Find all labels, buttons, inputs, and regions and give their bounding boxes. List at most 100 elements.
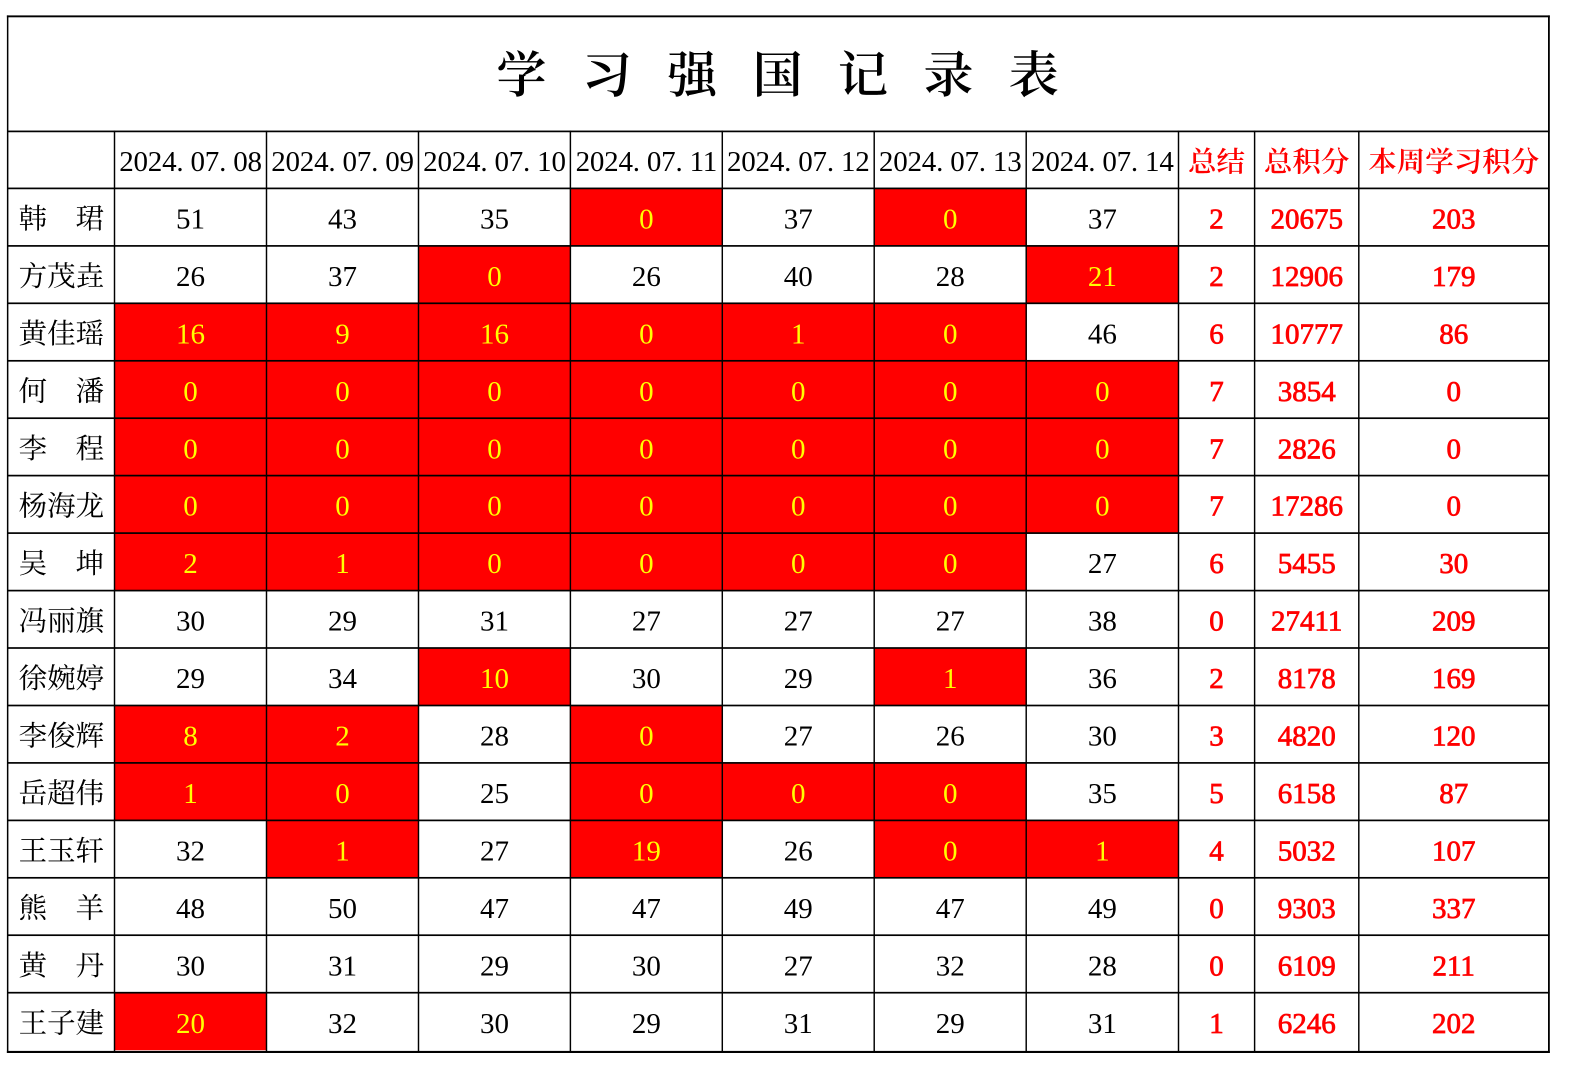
svg-text:6: 6 [1209,548,1224,580]
svg-text:1: 1 [335,836,350,868]
svg-text:2: 2 [1209,204,1224,236]
svg-text:2024. 07. 10: 2024. 07. 10 [423,146,566,178]
svg-text:30: 30 [632,950,661,982]
svg-text:8178: 8178 [1278,663,1336,695]
svg-text:27: 27 [936,606,965,638]
svg-text:0: 0 [639,318,654,350]
svg-text:0: 0 [791,778,806,810]
svg-text:16: 16 [480,318,509,350]
svg-text:3: 3 [1209,721,1224,753]
svg-text:0: 0 [943,433,958,465]
svg-text:0: 0 [335,778,350,810]
svg-text:0: 0 [1209,893,1224,925]
svg-text:6158: 6158 [1278,778,1336,810]
svg-text:2024. 07. 08: 2024. 07. 08 [119,146,262,178]
svg-text:0: 0 [639,721,654,753]
svg-text:9: 9 [335,318,350,350]
svg-text:28: 28 [936,261,965,293]
svg-text:26: 26 [176,261,205,293]
svg-text:203: 203 [1432,204,1476,236]
svg-text:19: 19 [632,836,661,868]
svg-text:2826: 2826 [1278,433,1336,465]
svg-text:27: 27 [480,836,509,868]
svg-text:17286: 17286 [1270,491,1343,523]
svg-text:1: 1 [943,663,958,695]
svg-text:28: 28 [480,721,509,753]
svg-text:0: 0 [943,318,958,350]
svg-text:0: 0 [639,778,654,810]
svg-text:30: 30 [632,663,661,695]
svg-text:211: 211 [1432,950,1474,982]
svg-text:26: 26 [632,261,661,293]
svg-text:0: 0 [1095,433,1110,465]
svg-text:6: 6 [1209,318,1224,350]
svg-text:0: 0 [1209,606,1224,638]
svg-text:0: 0 [487,376,502,408]
svg-text:1: 1 [791,318,806,350]
svg-text:0: 0 [791,376,806,408]
svg-text:16: 16 [176,318,205,350]
svg-text:0: 0 [487,433,502,465]
svg-text:37: 37 [328,261,357,293]
svg-text:2024. 07. 12: 2024. 07. 12 [727,146,870,178]
svg-text:47: 47 [632,893,661,925]
svg-text:29: 29 [936,1008,965,1040]
svg-text:0: 0 [487,491,502,523]
svg-text:1: 1 [335,548,350,580]
svg-text:31: 31 [784,1008,813,1040]
svg-text:1: 1 [183,778,198,810]
svg-text:2: 2 [183,548,198,580]
svg-text:29: 29 [328,606,357,638]
svg-text:202: 202 [1432,1008,1476,1040]
svg-text:0: 0 [943,778,958,810]
svg-text:51: 51 [176,204,205,236]
svg-text:0: 0 [639,204,654,236]
svg-text:2: 2 [335,721,350,753]
svg-text:0: 0 [1446,491,1461,523]
svg-text:37: 37 [1088,204,1117,236]
svg-text:34: 34 [328,663,358,695]
svg-text:0: 0 [183,433,198,465]
svg-text:38: 38 [1088,606,1117,638]
svg-text:47: 47 [480,893,509,925]
svg-text:43: 43 [328,204,357,236]
svg-text:30: 30 [176,950,205,982]
svg-text:0: 0 [791,548,806,580]
svg-text:4: 4 [1209,836,1224,868]
svg-text:0: 0 [1446,433,1461,465]
svg-text:20675: 20675 [1270,204,1343,236]
svg-text:32: 32 [176,836,205,868]
svg-text:0: 0 [1209,950,1224,982]
svg-text:27: 27 [784,950,813,982]
svg-text:48: 48 [176,893,205,925]
svg-text:50: 50 [328,893,357,925]
svg-text:5032: 5032 [1278,836,1336,868]
svg-text:6109: 6109 [1278,950,1336,982]
svg-text:27: 27 [784,721,813,753]
svg-text:209: 209 [1432,606,1476,638]
svg-text:27: 27 [1088,548,1117,580]
svg-text:169: 169 [1432,663,1476,695]
svg-text:0: 0 [639,376,654,408]
svg-text:27: 27 [632,606,661,638]
svg-text:26: 26 [936,721,965,753]
svg-text:0: 0 [487,261,502,293]
svg-text:0: 0 [943,204,958,236]
svg-text:26: 26 [784,836,813,868]
svg-text:30: 30 [176,606,205,638]
svg-text:0: 0 [335,433,350,465]
svg-text:2024. 07. 11: 2024. 07. 11 [576,146,718,178]
svg-text:2024. 07. 14: 2024. 07. 14 [1031,146,1174,178]
svg-text:29: 29 [176,663,205,695]
svg-text:337: 337 [1432,893,1476,925]
svg-text:27: 27 [784,606,813,638]
svg-text:0: 0 [183,491,198,523]
svg-text:0: 0 [335,491,350,523]
svg-text:0: 0 [943,548,958,580]
svg-text:0: 0 [1095,376,1110,408]
svg-text:29: 29 [480,950,509,982]
svg-text:37: 37 [784,204,813,236]
svg-text:35: 35 [480,204,509,236]
svg-text:86: 86 [1439,318,1468,350]
svg-text:1: 1 [1209,1008,1224,1040]
